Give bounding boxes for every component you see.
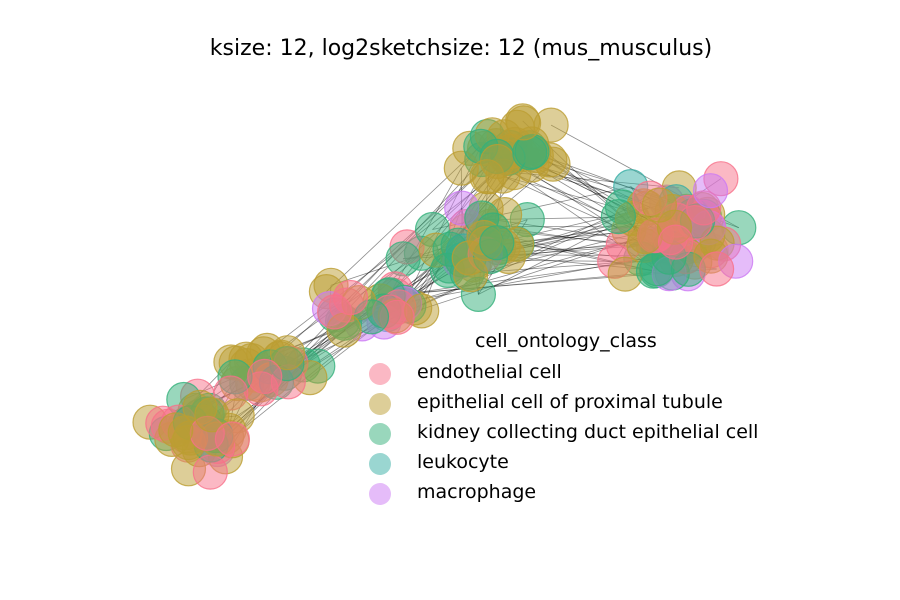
legend-label: leukocyte [417,451,509,473]
graph-node [269,335,306,371]
legend-title: cell_ontology_class [475,330,657,352]
legend-swatch [369,483,391,505]
legend-swatch [369,423,391,445]
graph-node [479,225,515,261]
legend-swatch [369,363,391,385]
graph-node [600,199,637,235]
graph-node [214,421,250,457]
legend-swatch [369,393,391,415]
chart-title: ksize: 12, log2sketchsize: 12 (mus_muscu… [209,36,713,61]
legend-label: macrophage [417,481,537,503]
legend-label: endothelial cell [417,361,562,383]
graph-edge [217,250,464,450]
graph-node [479,143,516,180]
legend-label: kidney collecting duct epithelial cell [417,421,759,443]
graph-node [453,257,489,293]
graph-node [247,358,283,394]
graph-node [692,173,729,209]
graph-node [512,135,548,171]
legend-label: epithelial cell of proximal tubule [417,391,723,413]
legend-swatch [369,453,391,475]
graph-node [158,412,194,448]
graph-node [657,224,694,260]
graph-node [505,105,542,141]
graph-nodes [132,103,757,490]
graph-node [317,294,353,330]
graph-node [385,241,421,277]
graph-node [698,251,735,287]
graph-node [192,454,228,490]
graph-node [194,397,230,433]
